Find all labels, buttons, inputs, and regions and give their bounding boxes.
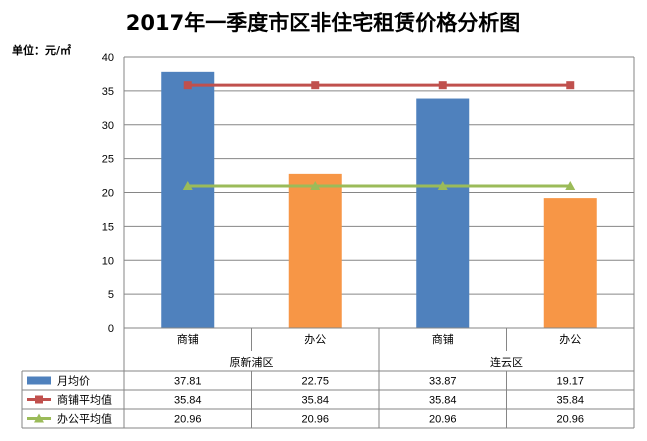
legend-entry: 商铺平均值 <box>57 393 112 407</box>
x-category-label: 办公 <box>304 333 326 346</box>
unit-label: 单位：元/㎡ <box>12 43 71 57</box>
x-category-label: 办公 <box>559 333 581 346</box>
table-cell-value: 37.81 <box>174 376 202 388</box>
table-cell-value: 22.75 <box>301 376 329 388</box>
line-point <box>310 180 321 190</box>
table-cell-value: 19.17 <box>556 376 584 388</box>
table-cell-value: 20.96 <box>556 414 584 426</box>
y-tick-label: 30 <box>102 120 114 132</box>
y-tick-label: 0 <box>108 323 114 335</box>
average-lines <box>182 81 576 190</box>
table-cell-value: 20.96 <box>429 414 457 426</box>
bar-3 <box>416 98 470 328</box>
y-tick-label: 10 <box>102 255 114 267</box>
bar-2 <box>288 173 342 328</box>
legend-key-marker <box>35 395 43 404</box>
x-group-label: 连云区 <box>490 356 523 369</box>
y-tick-label: 20 <box>102 188 114 200</box>
table-cell-value: 33.87 <box>429 376 457 388</box>
line-point <box>565 180 576 190</box>
legend-key-bar <box>27 376 51 385</box>
legend-entry: 办公平均值 <box>57 413 112 426</box>
legend-entry: 月均价 <box>57 375 90 388</box>
x-group-label: 原新浦区 <box>230 355 274 369</box>
chart-title: 2017年一季度市区非住宅租赁价格分析图 <box>126 11 520 35</box>
y-tick-label: 35 <box>102 86 114 98</box>
table-cell-value: 20.96 <box>301 414 329 426</box>
line-point <box>182 180 193 190</box>
y-tick-label: 15 <box>102 221 114 233</box>
table-cell-value: 35.84 <box>429 395 457 407</box>
line-point <box>183 81 192 90</box>
bar-1 <box>161 71 215 328</box>
legend-key-marker <box>34 413 44 423</box>
x-category-label: 商铺 <box>432 332 454 346</box>
y-tick-label: 40 <box>102 52 114 64</box>
line-point <box>437 180 448 190</box>
table-cell-value: 35.84 <box>556 395 584 407</box>
bar-4 <box>543 198 597 328</box>
line-point <box>566 81 575 90</box>
line-point <box>311 81 320 90</box>
table-cell-value: 35.84 <box>174 395 202 407</box>
line-point <box>438 81 447 90</box>
bars <box>161 71 597 328</box>
y-tick-label: 25 <box>102 154 114 166</box>
x-category-label: 商铺 <box>177 332 199 346</box>
y-tick-label: 5 <box>108 289 114 301</box>
table-cell-value: 35.84 <box>301 395 329 407</box>
table-cell-value: 20.96 <box>174 414 202 426</box>
y-axis-ticks: 0 5 10 15 20 25 30 35 40 <box>102 52 114 335</box>
